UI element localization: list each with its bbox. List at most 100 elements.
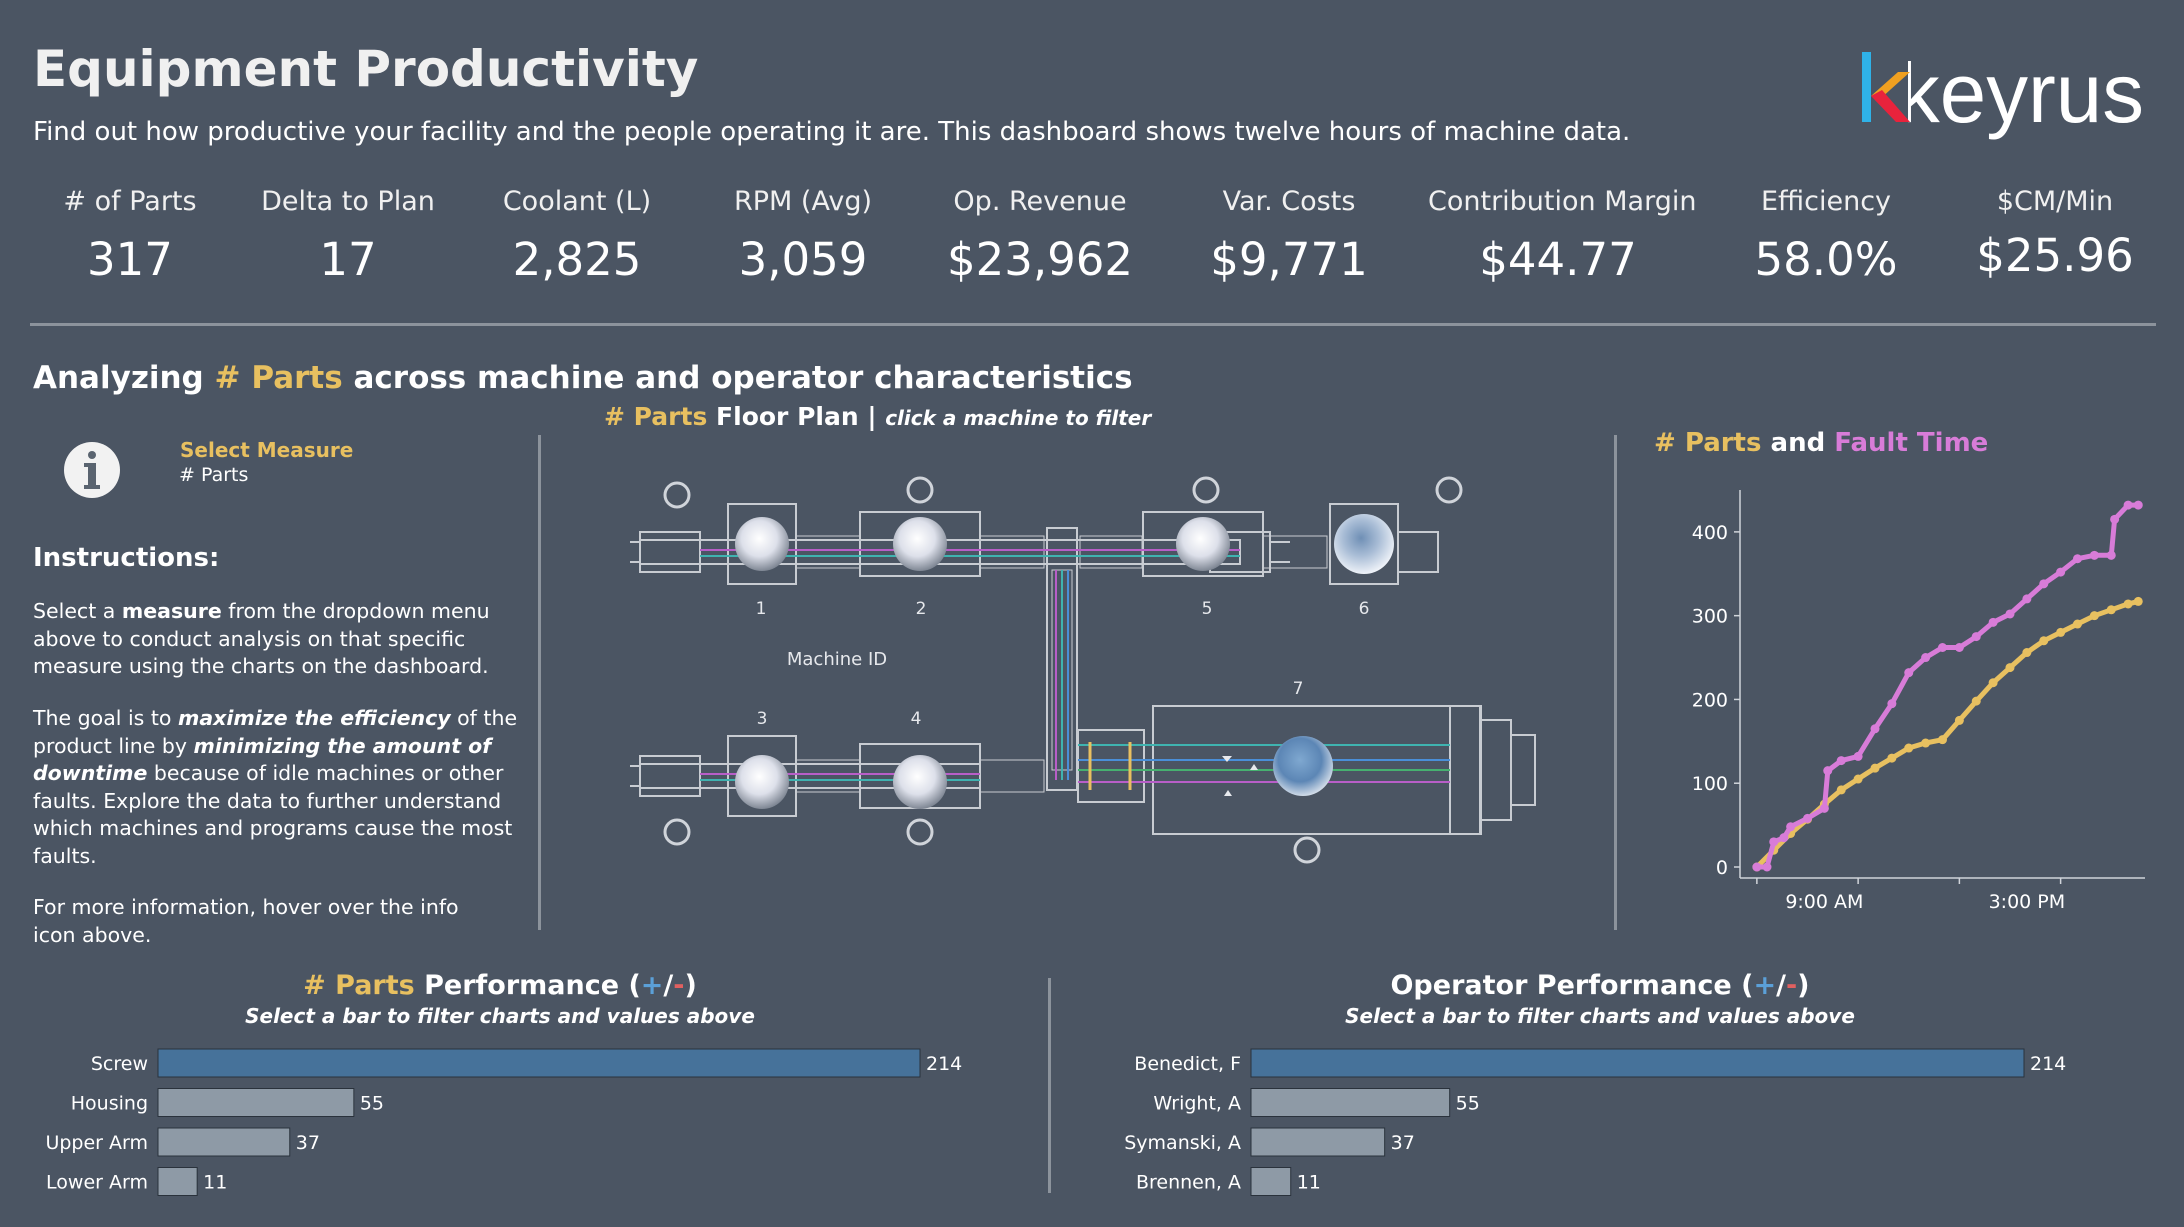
data-point [2089,611,2099,621]
select-measure-dropdown[interactable]: # Parts [179,464,249,486]
data-point [1870,724,1880,734]
data-point [2039,579,2049,589]
bar-row: Housing 55 [71,1088,384,1117]
info-icon[interactable] [62,440,122,500]
section-divider [30,323,2156,326]
bar-value-label: 37 [1391,1132,1415,1154]
pp-measure: # Parts [303,970,415,1001]
machine-label-2: 2 [916,599,927,619]
bar-row: Upper Arm 37 [45,1127,320,1157]
data-point [1823,766,1833,776]
bar-row: Lower Arm 11 [46,1167,227,1196]
analysis-suffix: across machine and operator characterist… [342,360,1133,396]
keyrus-logo: keyrus [1860,46,2144,140]
robot-arm-icon [906,476,934,504]
instr-emphasis: maximize the efficiency [177,706,451,730]
operator-performance-subtitle: Select a bar to filter charts and values… [1345,1004,1855,1028]
kpi-coolant: Coolant (L) 2,825 [447,186,707,286]
instructions-title: Instructions: [33,543,220,573]
instr-text: Select a [33,599,122,623]
bar-category-label: Symanski, A [1124,1132,1241,1154]
kpi-contribution-margin: Contribution Margin $44.77 [1428,186,1696,286]
bar [1250,1088,1451,1117]
machine-label-4: 4 [911,709,922,729]
op-minus: - [1785,970,1798,1001]
bar-row: Screw 214 [91,1048,962,1078]
select-measure-label: Select Measure [180,438,354,462]
kpi-value: $44.77 [1479,233,1637,286]
bar-value-label: 214 [2030,1053,2066,1075]
data-point [2022,594,2032,604]
bar-category-label: Brennen, A [1136,1172,1241,1194]
data-point [2022,648,2032,658]
machine-label-1: 1 [756,599,767,619]
pp-title: Performance ( [414,970,641,1001]
kpi-label: # of Parts [63,186,197,217]
data-point [1954,715,1964,725]
kpi-label: Coolant (L) [502,186,652,217]
data-point [1870,763,1880,773]
y-tick-label: 200 [1692,689,1728,711]
pp-plus: + [640,970,664,1001]
data-point [1752,862,1762,872]
pp-close: ) [684,970,697,1001]
kpi-delta-to-plan: Delta to Plan 17 [218,186,478,286]
kpi-value: $9,771 [1210,233,1368,286]
robot-arm-icon [663,818,691,846]
data-point [1988,617,1998,627]
data-point [1779,833,1789,843]
y-tick-label: 400 [1692,522,1728,544]
series-fault-time [1752,500,2143,872]
kpi-value: $25.96 [1976,229,2134,282]
bar [157,1048,921,1078]
machine-4-orb [893,755,947,809]
data-point [2005,663,2015,673]
kpi-label: $CM/Min [1996,186,2114,217]
data-point [2089,550,2099,560]
data-point [2005,609,2015,619]
floor-plan-diagram[interactable]: 1 2 5 6 3 4 7 Machine ID [630,470,1580,880]
parts-performance-subtitle: Select a bar to filter charts and values… [245,1004,755,1028]
page-subtitle: Find out how productive your facility an… [33,117,1631,147]
kpi-var-costs: Var. Costs $9,771 [1159,186,1419,286]
analysis-heading: Analyzing # Parts across machine and ope… [33,360,1133,396]
bar [1250,1048,2025,1078]
instr-bold: measure [121,599,222,623]
bar [157,1088,355,1117]
bar-category-label: Screw [91,1053,148,1075]
instr-text: of the product line by [33,706,518,758]
kpi-value: 58.0% [1754,233,1898,286]
data-point [1971,696,1981,706]
analysis-prefix: Analyzing [33,360,215,396]
bar-row: Symanski, A 37 [1124,1127,1415,1157]
series-parts [1752,596,2143,872]
kpi-rpm: RPM (Avg) 3,059 [673,186,933,286]
panel-divider [1048,978,1051,1193]
lc-fault: Fault Time [1834,428,1989,458]
bar-category-label: Housing [71,1093,148,1115]
data-point [1836,756,1846,766]
parts-performance-bar-chart[interactable]: Screw 214 Housing 55 Upper Arm 37 Lower Arm 11 [0,1040,1040,1200]
kpi-label: Efficiency [1760,186,1892,217]
data-point [2123,599,2133,609]
data-point [1921,653,1931,663]
instructions-paragraph-2: The goal is to maximize the efficiency o… [33,705,533,870]
data-point [1803,813,1812,823]
data-point [2133,596,2143,606]
lc-and: and [1761,428,1835,458]
line-chart-heading: # Parts and Fault Time [1654,428,1988,458]
data-point [1819,803,1829,813]
bar-category-label: Lower Arm [46,1172,148,1194]
instr-text: The goal is to [33,706,178,730]
bar-row: Brennen, A 11 [1136,1167,1321,1196]
data-point [1988,678,1998,688]
kpi-cm-per-min: $CM/Min $25.96 [1925,186,2184,282]
data-point [1853,751,1863,761]
data-point [1786,822,1796,832]
operator-performance-heading: Operator Performance (+/-) [1240,970,1960,1001]
data-point [2056,567,2066,577]
fp-separator: | [858,402,886,431]
fp-title: Floor Plan [707,402,859,431]
operator-performance-bar-chart[interactable]: Benedict, F 214 Wright, A 55 Symanski, A 37 Br… [1060,1040,2160,1200]
parts-fault-line-chart[interactable]: 0 100 200 300 400 9:00 AM 3:00 PM [1640,470,2160,940]
